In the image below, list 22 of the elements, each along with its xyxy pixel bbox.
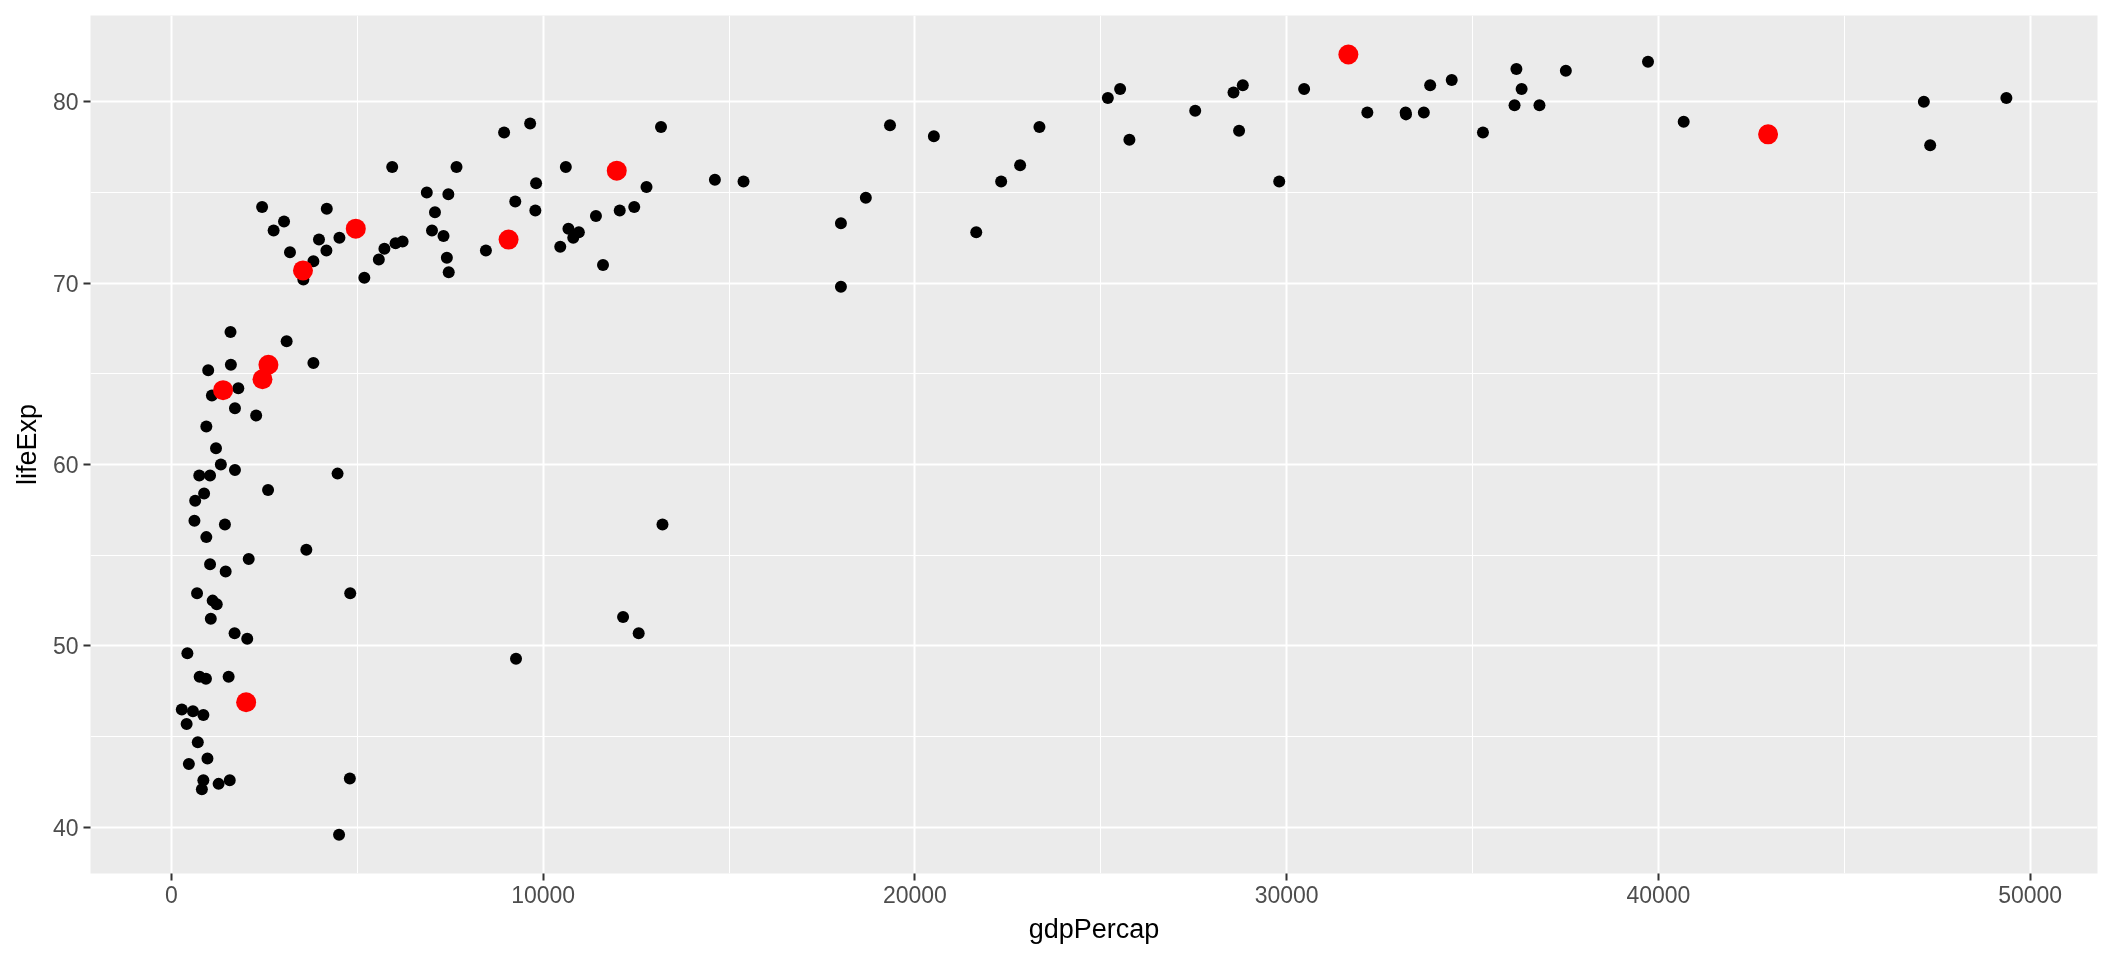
point — [258, 354, 279, 375]
point — [293, 260, 313, 281]
point — [1338, 44, 1359, 65]
x-tick-label: 50000 — [1998, 881, 2063, 908]
point — [498, 229, 519, 250]
point — [213, 380, 234, 401]
y-tick-label: 40 — [52, 814, 79, 841]
point — [1758, 124, 1779, 145]
x-tick-label: 10000 — [511, 881, 576, 908]
y-tick-label: 50 — [52, 633, 79, 660]
point — [236, 692, 257, 713]
y-tick-label: 70 — [52, 270, 79, 297]
point — [345, 218, 366, 239]
y-tick-label: 80 — [52, 89, 79, 116]
y-tick-label: 60 — [52, 452, 79, 479]
x-tick-label: 20000 — [882, 881, 947, 908]
x-tick-label: 0 — [165, 881, 178, 908]
point — [606, 160, 627, 181]
y-axis-title: lifeExp — [11, 403, 42, 486]
x-tick-label: 30000 — [1254, 881, 1319, 908]
x-axis-title: gdpPercap — [1028, 913, 1160, 944]
x-tick-label: 40000 — [1626, 881, 1691, 908]
